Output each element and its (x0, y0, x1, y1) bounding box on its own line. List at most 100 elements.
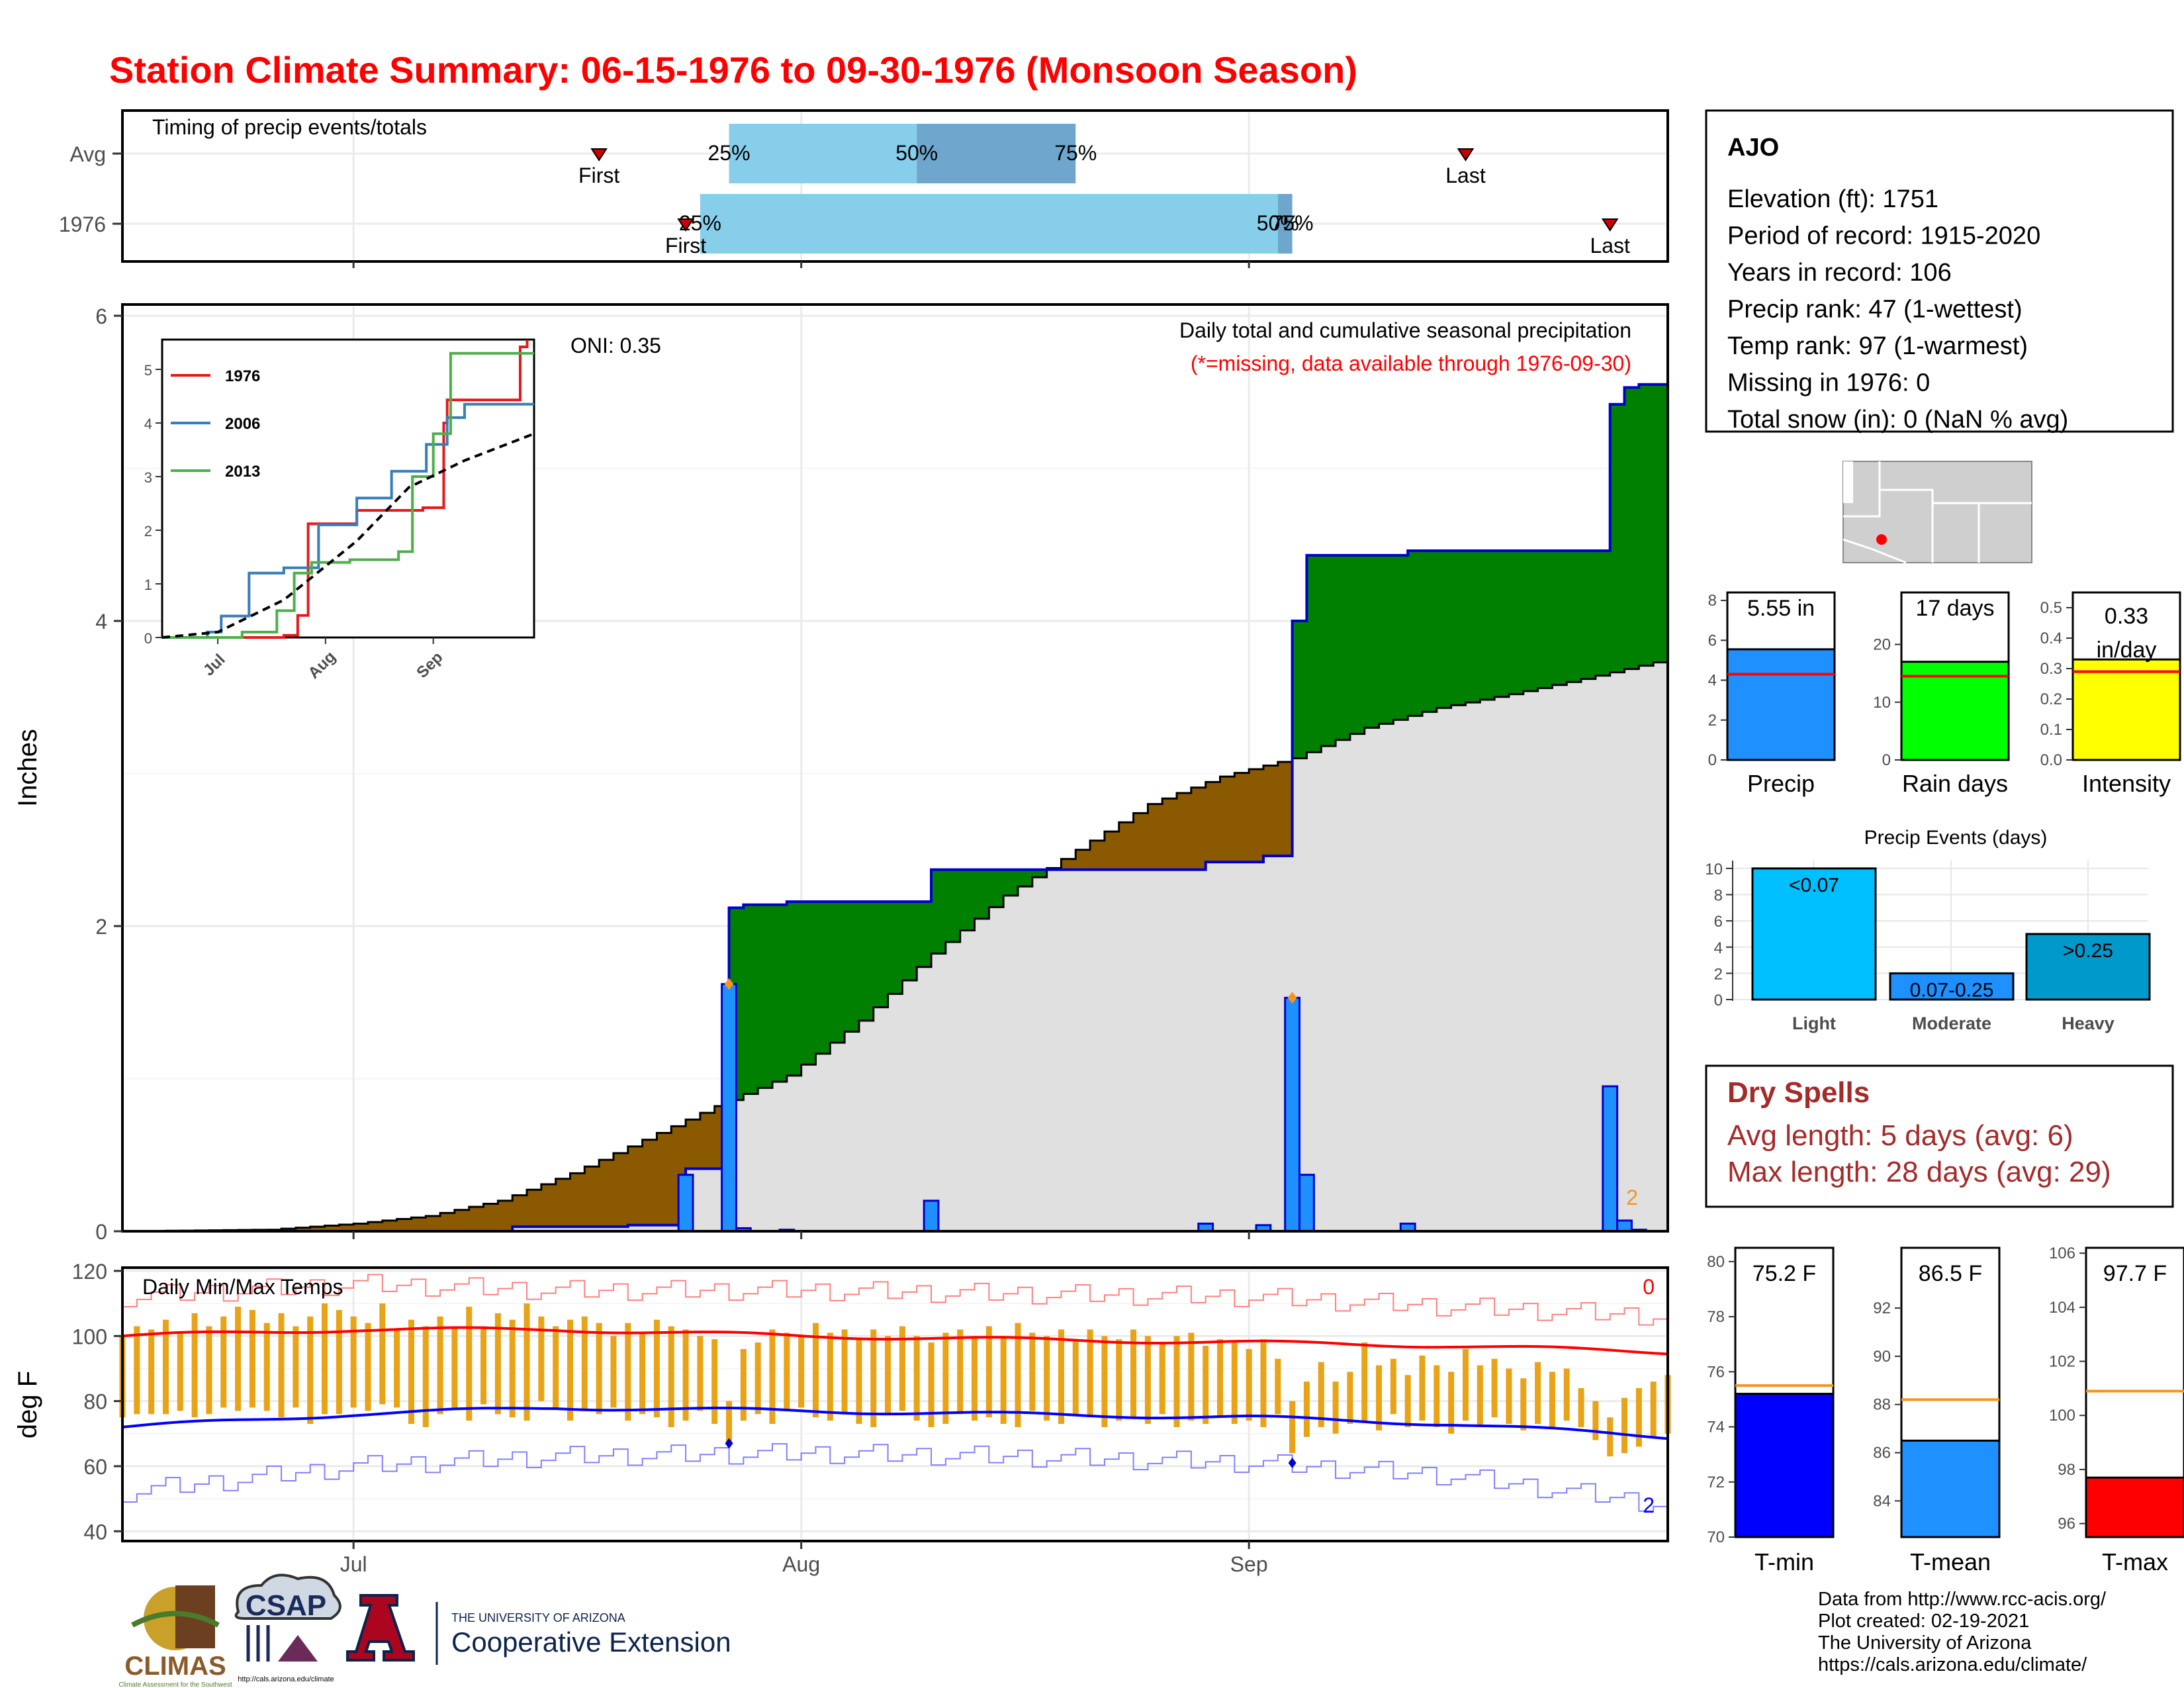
cumulative-base (1061, 869, 1076, 1231)
daily-temp-bar (596, 1323, 602, 1415)
temp-count-top: 0 (1643, 1275, 1655, 1299)
csap-subtext: http://cals.arizona.edu/climate (238, 1675, 334, 1683)
cumulative-deficit (382, 1220, 398, 1231)
cumulative-deficit (367, 1222, 383, 1231)
daily-temp-bar (249, 1309, 255, 1408)
cumulative-base (844, 1031, 860, 1231)
timing-pct-label: 75% (1054, 141, 1097, 165)
summary-bar (1726, 648, 1836, 761)
events-bar-value: 0.07-0.25 (1910, 979, 1994, 1001)
temp-bar-tick-label: 106 (2049, 1244, 2075, 1262)
cumulative-base (1162, 869, 1177, 1231)
record-low-marker (725, 1438, 733, 1449)
precip-ytick-label: 4 (95, 610, 107, 633)
cumulative-base (527, 1227, 542, 1231)
cumulative-surplus (1349, 555, 1365, 734)
cumulative-surplus (1292, 621, 1307, 759)
precip-caption: Daily total and cumulative seasonal prec… (1179, 318, 1631, 342)
cumulative-base (1032, 877, 1048, 1231)
cumulative-deficit (657, 1133, 672, 1225)
ua-block-a (346, 1594, 415, 1662)
events-tick-label: 4 (1714, 939, 1723, 957)
cumulative-deficit (1075, 849, 1091, 870)
cumulative-base (1451, 705, 1466, 1231)
cumulative-surplus (1321, 555, 1336, 747)
dry-spells-title: Dry Spells (1727, 1076, 1870, 1109)
timing-bar-q2 (1277, 194, 1293, 254)
summary-bar-value: 0.33 (2105, 604, 2148, 629)
summary-bar-value: in/day (2097, 637, 2157, 663)
temp-bar-tick-label: 76 (1707, 1363, 1725, 1381)
daily-temp-bar (1650, 1382, 1657, 1437)
daily-temp-bar (235, 1307, 242, 1411)
temp-summary-bars: 75.2 F T-min 70 72 74 76 78 80 86.5 F T-mean 84 86 8… (1707, 1244, 2184, 1575)
cumulative-surplus (1595, 550, 1611, 676)
summary-bar-value: 5.55 in (1747, 596, 1815, 621)
daily-temp-bar (451, 1326, 458, 1408)
daily-temp-bar (1563, 1368, 1570, 1421)
cumulative-base (555, 1227, 570, 1231)
daily-temp-bar (1433, 1365, 1440, 1427)
temp-bar-tick-label: 84 (1873, 1492, 1891, 1510)
cumulative-surplus (758, 904, 773, 1088)
daily-temp-bar (769, 1329, 776, 1424)
cumulative-base (1306, 752, 1322, 1231)
daily-temp-bar (856, 1339, 862, 1424)
x-axis-tick-label: Sep (1230, 1552, 1268, 1576)
daily-temp-bar (538, 1316, 545, 1401)
daily-temp-bar (1217, 1339, 1224, 1418)
cumulative-deficit (295, 1227, 311, 1231)
cumulative-deficit (642, 1139, 657, 1225)
dry-spells-frame (1705, 1064, 2174, 1208)
precip-events-chart: Precip Events (days) 0 2 4 6 8 10 <0.07 Light 0.… (1705, 827, 2151, 1033)
map-frame (1843, 461, 2032, 563)
summary-bar-tick-label: 20 (1873, 636, 1891, 654)
daily-temp-bar (1520, 1378, 1527, 1430)
footer-line: Plot created: 02-19-2021 (1818, 1611, 2029, 1632)
cumulative-base (1653, 662, 1668, 1231)
daily-temp-bar (827, 1333, 833, 1421)
daily-temp-bar (1101, 1336, 1108, 1427)
station-location-marker (1876, 534, 1887, 545)
daily-temp-bar (668, 1326, 674, 1427)
daily-temp-bar (1087, 1329, 1093, 1418)
dry-spells: Dry Spells Avg length: 5 days (avg: 6) M… (1705, 1064, 2174, 1208)
cumulative-surplus (1364, 555, 1380, 728)
cumulative-deficit (1177, 793, 1192, 870)
daily-temp-bar (1246, 1348, 1252, 1421)
cumulative-deficit (512, 1195, 527, 1227)
cumulative-deficit (440, 1213, 455, 1231)
station-info-line: Total snow (in): 0 (NaN % avg) (1727, 406, 2068, 434)
cumulative-base (1567, 682, 1582, 1231)
cumulative-surplus (1508, 550, 1524, 694)
daily-temp-bar (350, 1316, 357, 1408)
cumulative-deficit (1249, 769, 1264, 863)
daily-temp-bar (625, 1323, 631, 1421)
daily-temp-bar (653, 1319, 660, 1418)
cumulative-base (627, 1225, 643, 1231)
daily-temp-bar (1477, 1365, 1483, 1427)
summary-bar-tick-label: 0.4 (2040, 630, 2062, 647)
temp-count-bottom: 2 (1643, 1493, 1655, 1517)
daily-temp-bar (1289, 1401, 1296, 1454)
summary-bar-tick-label: 0.3 (2040, 660, 2062, 678)
daily-temp-bar (379, 1303, 386, 1405)
inset-ytick-label: 1 (144, 577, 152, 593)
cumulative-base (931, 953, 946, 1231)
daily-temp-bar (1607, 1417, 1614, 1457)
temp-bar-tick-label: 74 (1707, 1419, 1725, 1436)
cumulative-deficit (1118, 822, 1134, 870)
cumulative-base (1364, 727, 1380, 1231)
page-title: Station Climate Summary: 06-15-1976 to 0… (109, 49, 1357, 91)
inset-ytick-label: 5 (144, 362, 152, 379)
daily-temp-bar (1404, 1375, 1411, 1427)
cumulative-base (902, 980, 917, 1231)
dry-spells-avg: Avg length: 5 days (avg: 6) (1727, 1119, 2073, 1152)
daily-temp-bar (1159, 1342, 1165, 1415)
timing-row-label: Avg (69, 142, 106, 166)
daily-temp-bar (841, 1329, 848, 1415)
cumulative-surplus (974, 869, 989, 919)
cumulative-surplus (830, 902, 845, 1043)
daily-temp-bar (523, 1303, 530, 1421)
timing-pct-label: 75% (1271, 211, 1314, 235)
